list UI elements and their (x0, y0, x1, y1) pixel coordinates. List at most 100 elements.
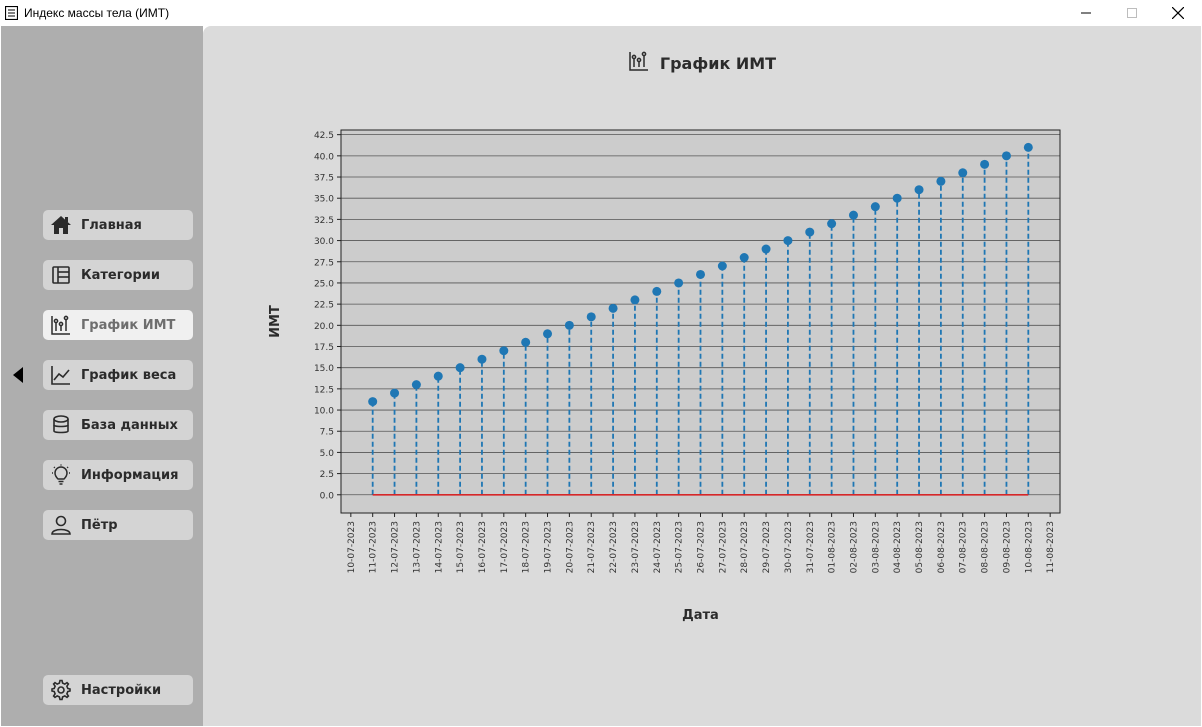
bmi-chart: 0.0 2.5 5.0 7.5 10.0 12.5 15.0 17.5 20.0 22.5 25.0… (268, 129, 1061, 623)
sidebar-item-label: Категории (81, 267, 160, 283)
x-axis-ticks: 10-07-2023 11-07-2023 12-07-2023 13-07-2023… (347, 513, 1056, 573)
x-tick-label: 01-08-2023 (828, 521, 838, 573)
x-tick-label: 29-07-2023 (762, 521, 772, 573)
close-icon (1172, 7, 1184, 19)
x-tick-label: 10-08-2023 (1024, 521, 1034, 573)
x-tick-label: 17-07-2023 (500, 521, 510, 573)
y-tick-label: 27.5 (314, 258, 334, 268)
sidebar-item-settings[interactable]: Настройки (43, 675, 193, 705)
database-icon (50, 414, 72, 436)
data-point (652, 286, 662, 296)
sidebar-item-categories[interactable]: Категории (43, 260, 193, 290)
sidebar-item-label: Настройки (81, 682, 162, 698)
x-tick-label: 28-07-2023 (740, 521, 750, 573)
y-tick-label: 7.5 (320, 428, 334, 438)
lightbulb-icon (50, 464, 72, 486)
x-tick-label: 22-07-2023 (609, 521, 619, 573)
y-tick-label: 17.5 (314, 343, 334, 353)
data-point (411, 380, 421, 390)
stem-lines (371, 147, 1030, 495)
data-point (1001, 151, 1011, 161)
bmi-chart-icon (50, 314, 72, 336)
x-tick-label: 13-07-2023 (412, 521, 422, 573)
y-tick-label: 12.5 (314, 385, 334, 395)
x-tick-label: 27-07-2023 (718, 521, 728, 573)
x-tick-label: 20-07-2023 (565, 521, 575, 573)
sidebar-item-label: График веса (81, 367, 177, 383)
y-tick-label: 5.0 (320, 449, 335, 459)
y-tick-label: 35.0 (314, 195, 334, 205)
x-tick-label: 10-07-2023 (347, 521, 357, 573)
gear-icon (50, 679, 72, 701)
x-tick-label: 09-08-2023 (1002, 521, 1012, 573)
y-tick-label: 30.0 (314, 237, 334, 247)
y-tick-label: 42.5 (314, 131, 334, 141)
x-tick-label: 16-07-2023 (478, 521, 488, 573)
y-tick-label: 2.5 (320, 470, 334, 480)
sidebar-item-weight-chart[interactable]: График веса (43, 360, 193, 390)
close-button[interactable] (1155, 0, 1201, 26)
x-tick-label: 14-07-2023 (434, 521, 444, 573)
y-tick-label: 22.5 (314, 301, 334, 311)
maximize-icon (1127, 8, 1137, 18)
data-point (761, 244, 771, 254)
x-tick-label: 05-08-2023 (915, 521, 925, 573)
data-point (499, 346, 509, 356)
y-tick-label: 25.0 (314, 279, 334, 289)
x-tick-label: 25-07-2023 (675, 521, 685, 573)
y-axis-label: ИМТ (268, 305, 283, 338)
x-tick-label: 07-08-2023 (959, 521, 969, 573)
data-point (870, 202, 880, 212)
data-points (368, 142, 1033, 407)
data-point (717, 261, 727, 271)
x-tick-label: 06-08-2023 (937, 521, 947, 573)
window-title: Индекс массы тела (ИМТ) (24, 6, 170, 20)
data-point (390, 388, 400, 398)
sidebar-item-label: График ИМТ (81, 317, 176, 333)
sidebar-item-information[interactable]: Информация (43, 460, 193, 490)
data-point (892, 193, 902, 203)
sidebar: Главная Категории График ИМТ График веса… (1, 26, 203, 726)
data-point (564, 320, 574, 330)
weight-chart-icon (50, 364, 72, 386)
data-point (608, 303, 618, 313)
y-tick-label: 0.0 (320, 491, 335, 501)
sidebar-item-user[interactable]: Пётр (43, 510, 193, 540)
data-point (630, 295, 640, 305)
x-tick-label: 21-07-2023 (587, 521, 597, 573)
x-tick-label: 31-07-2023 (806, 521, 816, 573)
x-tick-label: 12-07-2023 (391, 521, 401, 573)
sidebar-item-label: База данных (81, 417, 178, 433)
sidebar-item-label: Главная (81, 217, 142, 233)
page-title: График ИМТ (203, 50, 1201, 76)
y-tick-label: 37.5 (314, 174, 334, 184)
x-tick-label: 03-08-2023 (871, 521, 881, 573)
x-tick-label: 23-07-2023 (631, 521, 641, 573)
sidebar-item-database[interactable]: База данных (43, 410, 193, 440)
data-point (455, 363, 465, 373)
sidebar-item-label: Информация (81, 467, 179, 483)
maximize-button[interactable] (1109, 0, 1155, 26)
data-point (368, 397, 378, 407)
data-point (739, 253, 749, 263)
plot-frame (340, 129, 1061, 514)
y-tick-label: 20.0 (314, 322, 334, 332)
y-axis-ticks: 0.0 2.5 5.0 7.5 10.0 12.5 15.0 17.5 20.0 22.5 25.0… (314, 131, 341, 501)
user-icon (50, 514, 72, 536)
x-tick-label: 26-07-2023 (697, 521, 707, 573)
minimize-button[interactable] (1063, 0, 1109, 26)
x-tick-label: 24-07-2023 (653, 521, 663, 573)
sidebar-item-home[interactable]: Главная (43, 210, 193, 240)
x-tick-label: 11-08-2023 (1046, 521, 1056, 573)
page-title-label: График ИМТ (659, 53, 777, 73)
minimize-icon (1081, 12, 1091, 14)
sidebar-item-label: Пётр (81, 517, 118, 533)
sidebar-item-bmi-chart[interactable]: График ИМТ (43, 310, 193, 340)
x-tick-label: 19-07-2023 (544, 521, 554, 573)
data-point (477, 354, 487, 364)
collapse-sidebar-icon[interactable] (12, 367, 24, 383)
plot-area (341, 130, 1060, 513)
x-tick-label: 15-07-2023 (456, 521, 466, 573)
data-point (936, 176, 946, 186)
data-point (980, 159, 990, 169)
